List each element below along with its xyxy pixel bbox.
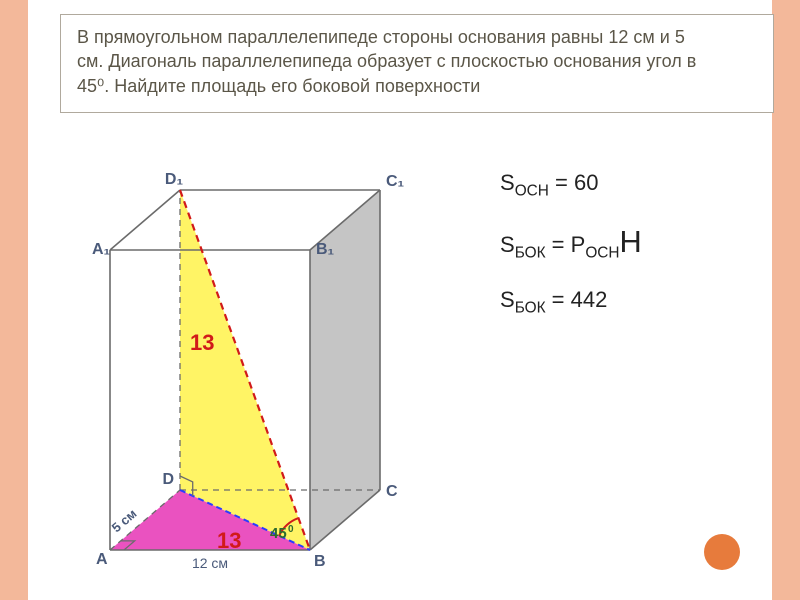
svg-text:C: C [386,483,398,500]
svg-text:D₁: D₁ [165,171,184,188]
svg-text:A₁: A₁ [92,241,111,258]
svg-text:13: 13 [190,330,214,355]
left-accent-bar [0,0,28,600]
svg-text:13: 13 [217,528,241,553]
svg-text:D: D [162,471,174,488]
parallelepiped-diagram: ABCDA₁B₁C₁D₁5 см12 см1313450 [90,150,430,570]
problem-line-2: см. Диагональ параллелепипеда образует с… [77,51,696,71]
svg-text:12 см: 12 см [192,555,228,570]
right-accent-bar [772,0,800,600]
problem-text-box: В прямоугольном параллелепипеде стороны … [60,14,774,113]
problem-line-3: 45⁰. Найдите площадь его боковой поверхн… [77,76,480,96]
formulas-block: SОСН = 60 SБОК = PОСНH SБОК = 442 [500,170,642,341]
problem-line-1: В прямоугольном параллелепипеде стороны … [77,27,685,47]
slide-accent-dot [704,534,740,570]
svg-text:45: 45 [270,525,287,542]
formula-s-bok-val: SБОК = 442 [500,287,642,317]
svg-text:C₁: C₁ [386,173,405,190]
svg-text:B: B [314,553,326,570]
formula-s-bok-expr: SБОК = PОСНH [500,224,642,262]
svg-text:0: 0 [288,524,294,535]
formula-s-osn: SОСН = 60 [500,170,642,200]
svg-text:A: A [96,551,108,568]
svg-text:B₁: B₁ [316,241,335,258]
